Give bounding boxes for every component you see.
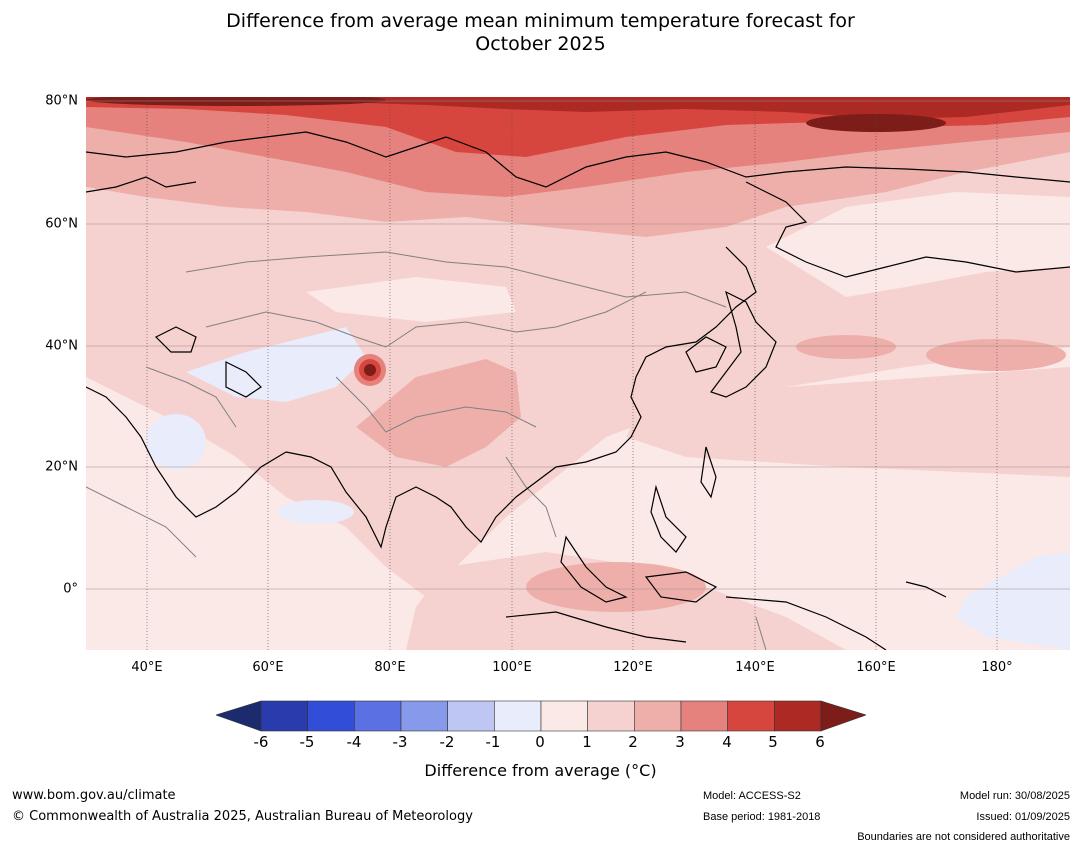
colorbar-bin: [634, 700, 682, 732]
colorbar-bin: [727, 700, 775, 732]
lon-label-60e: 60°E: [252, 660, 284, 675]
anomaly-hotspot-inner: [364, 364, 376, 376]
footer-website[interactable]: www.bom.gov.au/climate: [12, 788, 176, 803]
chart-title-line2: October 2025: [475, 33, 606, 55]
footer-disclaimer: Boundaries are not considered authoritat…: [857, 831, 1070, 843]
colorbar-tick: -4: [346, 733, 362, 751]
colorbar-bin: [540, 700, 588, 732]
colorbar-bin: [587, 700, 635, 732]
colorbar-tick: 2: [628, 733, 638, 751]
colorbar-tick: 4: [722, 733, 732, 751]
anomaly-zone-2-3-pacific-a: [796, 335, 896, 359]
colorbar-extend-low: [216, 700, 262, 732]
lat-label-40n: 40°N: [45, 338, 78, 354]
lon-label-140e: 140°E: [735, 660, 775, 675]
colorbar-tick: -6: [253, 733, 269, 751]
footer-model: Model: ACCESS-S2: [703, 790, 801, 802]
country-boundaries: [86, 251, 767, 650]
colorbar-extend-high: [820, 700, 866, 732]
lon-label-180: 180°: [981, 660, 1013, 675]
colorbar-tick: 1: [582, 733, 592, 751]
anomaly-zone-2-3-pacific-b: [926, 339, 1066, 371]
colorbar-bin: [494, 700, 542, 732]
colorbar-bin: [400, 700, 448, 732]
colorbar-tick: -5: [299, 733, 315, 751]
colorbar-bin: [774, 700, 822, 732]
colorbar-tick: 0: [535, 733, 545, 751]
anomaly-zone-0-1-plateau: [306, 277, 516, 322]
footer-copyright: © Commonwealth of Australia 2025, Austra…: [12, 809, 473, 824]
chart-title: Difference from average mean minimum tem…: [0, 10, 1081, 56]
colorbar-bin: [260, 700, 308, 732]
anomaly-zone-above-6-west: [86, 97, 386, 106]
lon-label-120e: 120°E: [613, 660, 653, 675]
coastlines: [86, 131, 1070, 650]
lon-label-40e: 40°E: [131, 660, 163, 675]
anomaly-zone-2-3-maritime: [526, 562, 706, 612]
chart-title-line1: Difference from average mean minimum tem…: [226, 10, 855, 32]
colorbar-tick: -2: [439, 733, 455, 751]
map-svg: [86, 97, 1070, 650]
graticule: [86, 100, 1070, 590]
lat-label-80n: 80°N: [45, 93, 78, 109]
lon-label-100e: 100°E: [492, 660, 532, 675]
anomaly-zone-0-1-east: [766, 192, 1070, 297]
colorbar: [216, 700, 866, 732]
anomaly-zone-cool-pacific: [956, 552, 1070, 650]
colorbar-bin: [307, 700, 355, 732]
colorbar-tick: -1: [485, 733, 501, 751]
forecast-map: [86, 97, 1070, 650]
lon-label-160e: 160°E: [856, 660, 896, 675]
colorbar-bin: [680, 700, 728, 732]
footer-issued: Issued: 01/09/2025: [976, 811, 1070, 823]
footer-model-run: Model run: 30/08/2025: [959, 790, 1070, 802]
colorbar-tick: -3: [392, 733, 408, 751]
anomaly-zone-cool-arabia: [146, 414, 206, 470]
anomaly-zone-1-2-pacific: [626, 367, 1070, 477]
lat-label-60n: 60°N: [45, 216, 78, 232]
footer-base-period: Base period: 1981-2018: [703, 811, 821, 823]
anomaly-zone-above-6: [806, 114, 946, 132]
lat-label-0: 0°: [63, 581, 78, 597]
lat-label-20n: 20°N: [45, 459, 78, 475]
anomaly-zone-cool-indian-ocean: [278, 500, 354, 524]
colorbar-label: Difference from average (°C): [424, 761, 657, 780]
colorbar-bins: [260, 700, 822, 732]
colorbar-tick: 3: [675, 733, 685, 751]
colorbar-bin: [354, 700, 402, 732]
colorbar-tick: 5: [768, 733, 778, 751]
graticule-meridians: [146, 97, 998, 650]
anomaly-zone-5-6: [86, 97, 1070, 119]
colorbar-bin: [447, 700, 495, 732]
colorbar-tick: 6: [815, 733, 825, 751]
lon-label-80e: 80°E: [374, 660, 406, 675]
